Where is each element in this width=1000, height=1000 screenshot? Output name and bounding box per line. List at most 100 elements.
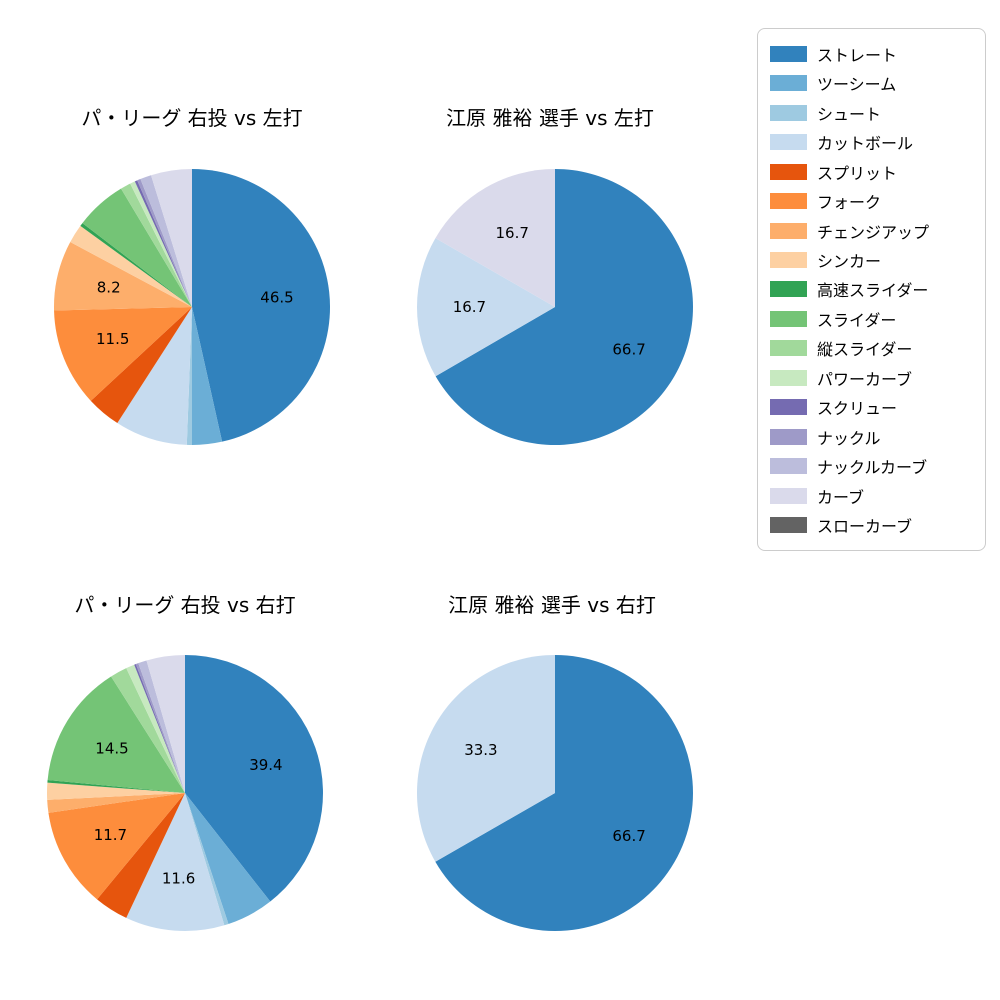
legend-label: シュート: [817, 104, 882, 124]
legend-label: カットボール: [817, 134, 914, 154]
legend-label: スローカーブ: [817, 517, 913, 537]
legend-label: フォーク: [817, 193, 882, 213]
legend-swatch: [770, 193, 807, 210]
pie-slice: [185, 793, 271, 924]
legend-swatch: [770, 458, 807, 475]
legend-label: 高速スライダー: [817, 281, 929, 301]
pie-slice: [192, 307, 223, 445]
legend-swatch: [770, 163, 807, 180]
legend-label: シンカー: [817, 252, 882, 272]
legend-swatch: [770, 428, 807, 445]
pie-slice: [117, 307, 192, 445]
legend-label: スライダー: [817, 310, 897, 330]
pie-slice: [53, 242, 192, 311]
pie-slice: [140, 175, 192, 307]
chart-title-player-vs-left: 江原 雅裕 選手 vs 左打: [446, 106, 654, 130]
pie-slice: [435, 655, 693, 931]
pie-slice: [417, 238, 555, 377]
pie-slice: [47, 780, 185, 793]
legend-label: パワーカーブ: [817, 369, 913, 389]
legend-swatch: [770, 369, 807, 386]
legend-label: チェンジアップ: [817, 222, 930, 242]
legend-swatch: [770, 222, 807, 239]
pie-slice: [135, 663, 185, 793]
legend-item: シンカー: [770, 246, 973, 274]
pie-slice: [416, 655, 555, 862]
legend-label: スクリュー: [817, 399, 898, 419]
legend-item: ナックルカーブ: [770, 452, 973, 480]
pie-slice: [80, 223, 192, 307]
pie-slice: [134, 664, 185, 793]
pie-slice: [435, 169, 693, 445]
legend-label: 縦スライダー: [817, 340, 913, 360]
pie-slice-label: 16.7: [453, 298, 486, 316]
legend-item: 縦スライダー: [770, 334, 973, 362]
pie-slice: [138, 660, 185, 793]
legend-item: パワーカーブ: [770, 364, 973, 392]
pie-slice: [146, 655, 185, 793]
pie-slice: [121, 183, 192, 307]
legend-swatch: [770, 310, 807, 327]
legend-label: ストレート: [817, 45, 898, 65]
pie-slice: [47, 793, 185, 813]
legend-item: カーブ: [770, 482, 973, 510]
chart-title-pa-league-vs-right: パ・リーグ 右投 vs 右打: [74, 593, 296, 617]
pie-slice-label: 8.2: [97, 278, 121, 296]
pie-slice-label: 16.7: [495, 224, 528, 242]
pie-slice: [47, 676, 185, 793]
pie-slice-label: 33.3: [464, 741, 497, 759]
pie-chart-player-vs-right: 66.7 33.3: [416, 655, 693, 931]
legend-item: スローカーブ: [770, 511, 973, 539]
legend-label: ツーシーム: [817, 75, 897, 95]
legend-label: ナックル: [817, 428, 881, 448]
legend-item: スプリット: [770, 158, 973, 186]
pie-slice: [97, 793, 185, 918]
pie-slice: [130, 181, 192, 307]
legend-swatch: [770, 104, 807, 121]
legend-swatch: [770, 340, 807, 357]
legend-item: カットボール: [770, 128, 973, 156]
legend-item: スクリュー: [770, 393, 973, 421]
pie-slice: [134, 180, 192, 307]
pie-slice-label: 14.5: [95, 739, 128, 757]
pie-slice: [126, 664, 185, 793]
pie-slice: [186, 307, 192, 445]
pie-slice: [54, 307, 192, 401]
pie-chart-player-vs-left: 66.7 16.7 16.7: [417, 169, 693, 445]
chart-title-player-vs-right: 江原 雅裕 選手 vs 右打: [448, 593, 656, 617]
legend-swatch: [770, 281, 807, 298]
legend-swatch: [770, 134, 807, 151]
legend-swatch: [770, 45, 807, 62]
pie-slice: [192, 169, 331, 442]
legend-item: ストレート: [770, 40, 973, 68]
pie-slice: [185, 793, 229, 926]
pie-slice: [435, 169, 555, 307]
pie-slice: [46, 782, 186, 800]
legend-label: スプリット: [817, 163, 898, 183]
pie-slice: [111, 668, 185, 793]
legend-item: ツーシーム: [770, 69, 973, 97]
legend-item: シュート: [770, 99, 973, 127]
legend-swatch: [770, 75, 807, 92]
legend-swatch: [770, 487, 807, 504]
pie-slice-label: 11.5: [96, 330, 129, 348]
pie-chart-pa-league-vs-right: 39.4 11.6 11.7 14.5: [46, 655, 323, 932]
pie-slice-label: 39.4: [249, 756, 282, 774]
legend-swatch: [770, 252, 807, 269]
pie-slice: [70, 225, 192, 307]
pie-slice: [126, 793, 225, 932]
pie-slice-label: 46.5: [260, 289, 293, 307]
pie-slice-label: 11.7: [94, 826, 127, 844]
legend-item: 高速スライダー: [770, 275, 973, 303]
pie-slice-label: 11.6: [162, 869, 195, 887]
legend-label: カーブ: [817, 487, 865, 507]
legend-item: フォーク: [770, 187, 973, 215]
pie-slice: [48, 793, 185, 900]
pie-slice: [90, 307, 192, 424]
legend-item: スライダー: [770, 305, 973, 333]
pie-slice: [82, 188, 192, 307]
legend-item: ナックル: [770, 423, 973, 451]
pie-slice-label: 66.7: [612, 827, 645, 845]
legend-label: ナックルカーブ: [817, 458, 928, 478]
